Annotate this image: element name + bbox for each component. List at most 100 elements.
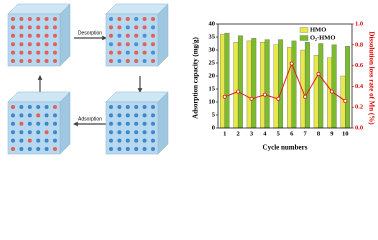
cube-dot [44,113,49,118]
line-point [249,96,254,101]
cube-dot [117,113,122,118]
cube-dot [117,50,122,55]
cube-dot [36,17,41,21]
legend-label: O₂-HMO [310,34,335,41]
cube-dot [151,130,155,135]
cube-dot [53,138,57,143]
cube-dot [36,138,41,143]
bar [224,32,230,129]
cube-dot [151,105,155,109]
cube-dot [109,33,113,38]
cube-side [157,3,169,67]
cube-dot [53,25,57,30]
cube-dot [117,147,122,151]
bar [233,42,239,129]
cube-dot [142,121,147,126]
cube-dot [19,25,24,30]
bar [219,34,225,129]
cube-dot [142,113,147,118]
cube-dot [44,59,49,63]
bar [300,49,306,129]
diagram: Desorption Adsorption [7,3,169,155]
x-tick-label: 5 [277,130,281,137]
cube-dot [109,42,113,47]
cube-dot [134,105,139,109]
cube-dot [109,147,113,151]
cube-dot [19,42,24,47]
cube-dot [151,138,155,143]
figure: Desorption Adsorption Adsorption capacit… [7,3,375,155]
cube-dot [53,105,57,109]
cube-dot [36,59,41,63]
bar [246,40,252,129]
line-point [316,71,321,76]
line-point [329,89,334,94]
cube-dot [44,147,49,151]
cube-dot [44,17,49,21]
cube-dot [11,147,15,151]
line [224,62,346,102]
bar [278,39,284,129]
cube-dot [134,130,139,135]
cube-dot [142,147,147,151]
cube-dot [19,138,24,143]
cube-dot [151,50,155,55]
bar [304,42,310,129]
cube-dot [27,105,32,109]
cube-dot [53,33,57,38]
cube-dot [11,138,15,143]
cube-dot [151,17,155,21]
x-tick-label: 9 [330,130,334,137]
cube-dot [125,113,130,118]
cube-dot [109,113,113,118]
bar [237,35,243,129]
cube-dot [19,130,24,135]
cube-dot [134,147,139,151]
cube-dot [117,138,122,143]
cube-dot [134,121,139,126]
y-tick-label: 25 [209,59,216,66]
x-axis-label: Cycle numbers [263,144,308,152]
cube-dot [142,105,147,109]
cube-dot [27,33,32,38]
cube-dot [109,17,113,21]
cube-front [105,101,159,155]
cube-dot [44,42,49,47]
x-tick-label: 8 [317,130,321,137]
cube-dot [109,130,113,135]
cube-dot [36,50,41,55]
bar [251,38,257,129]
cube-side [59,3,71,67]
bar [331,44,337,129]
cube-dot [36,121,41,126]
x-tick-label: 6 [290,130,294,137]
cube-dot [117,25,122,30]
cube-dot [19,121,24,126]
cube-dot [27,147,32,151]
cube-dot [134,50,139,55]
cube-dot [109,105,113,109]
cube-dot [142,50,147,55]
y-tick-label: 40 [209,20,216,27]
cube-dot [117,130,122,135]
cube-dot [109,121,113,126]
cube-dot [142,25,147,30]
cube-dot [117,105,122,109]
line-point [343,98,348,103]
cube-dot [44,105,49,109]
y-tick-label: 10 [209,98,216,105]
y2-tick-label: 1.0 [355,20,363,27]
line-point [276,96,281,101]
cube-dot [109,138,113,143]
cube-side [59,91,71,155]
cube-dot [134,25,139,30]
cube-dot [11,50,15,55]
cube-dot [125,42,130,47]
cube-dot [151,42,155,47]
cube-dot [36,42,41,47]
cube-dot [27,25,32,30]
y2-tick-label: 0.8 [355,41,364,48]
cube-dot [36,147,41,151]
cube-dot [19,59,24,63]
cube-dot [142,59,147,63]
